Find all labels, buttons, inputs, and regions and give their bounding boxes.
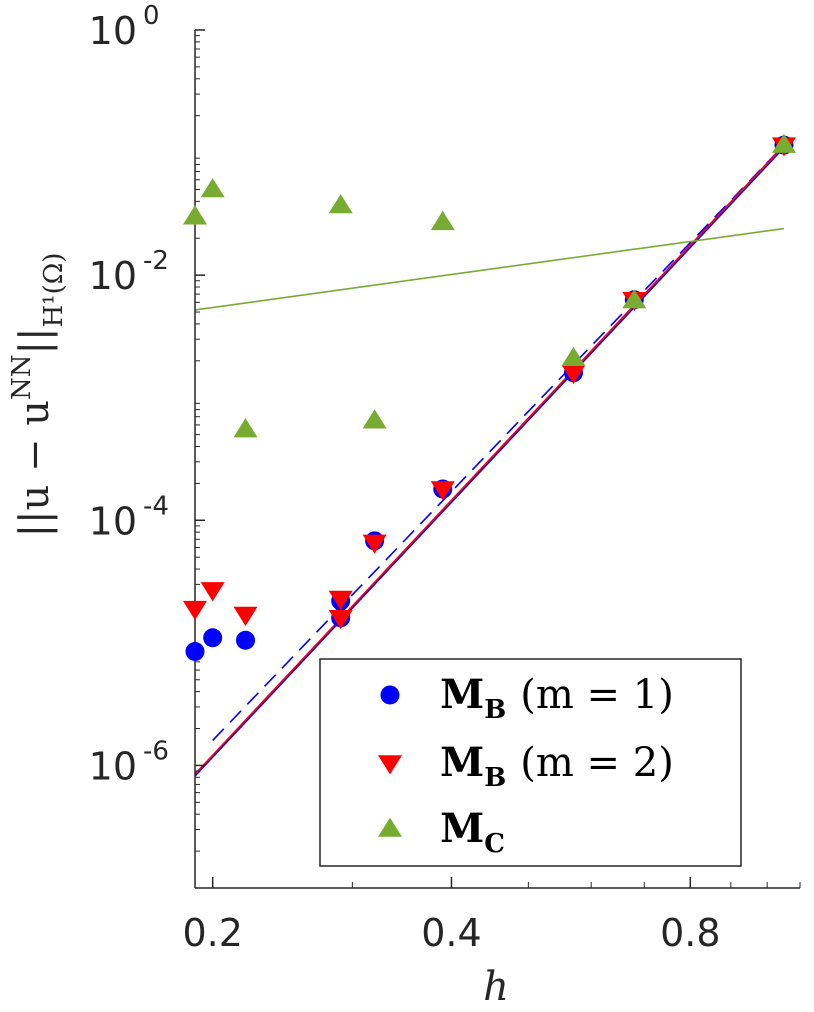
x-axis-label: h: [483, 964, 509, 1010]
legend-marker-1: [380, 685, 400, 705]
legend-label-2: MB (m = 2): [440, 739, 674, 793]
fit-line-3: [194, 227, 785, 311]
data-point-series-3: [328, 194, 353, 214]
data-point-series-3: [362, 409, 387, 429]
x-tick-label: 0.2: [182, 911, 242, 955]
y-tick-exponent: -6: [143, 736, 169, 766]
data-points: [183, 133, 796, 662]
x-tick-label: 0.8: [660, 911, 720, 955]
y-label-u2: u: [12, 400, 58, 426]
data-point-series-1: [203, 628, 223, 648]
y-tick-exponent: -2: [143, 246, 169, 276]
legend-label-1: MB (m = 1): [440, 671, 674, 725]
data-point-series-2: [362, 534, 387, 554]
y-tick-exponent: -4: [143, 491, 169, 521]
y-label-subscript: H¹(Ω): [39, 253, 69, 328]
y-tick-label: 10: [89, 499, 137, 543]
legend: MB (m = 1)MB (m = 2)MC: [319, 658, 742, 867]
fit-line-2: [194, 144, 785, 775]
y-tick-exponent: 0: [143, 1, 160, 31]
legend-label-main: M: [440, 671, 484, 718]
y-tick-label: 10: [89, 9, 137, 53]
y-label-norm-open: ||: [12, 510, 58, 537]
legend-marker-2: [378, 755, 402, 775]
data-point-series-1: [185, 642, 205, 662]
y-tick-label: 10: [89, 744, 137, 788]
fit-line-1: [212, 144, 785, 741]
legend-label-rest: (m = 2): [520, 740, 674, 786]
data-point-series-2: [430, 481, 455, 501]
y-label-nn: NN: [7, 354, 37, 400]
data-point-series-2: [183, 600, 207, 621]
y-label-u: u: [12, 485, 58, 511]
data-point-series-3: [233, 418, 258, 438]
legend-label-rest: (m = 1): [520, 672, 674, 718]
legend-label-sub: B: [484, 695, 506, 725]
data-point-series-3: [200, 178, 225, 198]
axes: 10-610-410-210 00.2 0.4 0.8: [89, 1, 801, 955]
y-label-minus: −: [12, 426, 58, 485]
fit-line-blue-solid: [194, 146, 785, 777]
svg-text:||u − uNN||H¹(Ω): ||u − uNN||H¹(Ω): [7, 253, 69, 538]
x-tick-label: 0.4: [421, 911, 481, 955]
data-point-series-3: [622, 289, 647, 309]
legend-label-main: M: [440, 739, 484, 786]
legend-label-sub: B: [484, 763, 506, 793]
data-point-series-2: [200, 582, 225, 602]
legend-label-3: MC: [440, 805, 505, 859]
data-point-series-2: [328, 610, 353, 630]
data-point-series-3: [183, 205, 207, 225]
y-label-norm-close: ||: [12, 328, 58, 355]
legend-label-sub: C: [484, 829, 505, 859]
data-point-series-3: [561, 346, 586, 367]
data-point-series-2: [233, 606, 258, 627]
data-point-series-2: [561, 364, 586, 385]
data-point-series-3: [430, 210, 455, 231]
y-tick-label: 10: [89, 254, 137, 298]
data-point-series-2: [328, 590, 353, 610]
legend-marker-3: [378, 817, 402, 837]
y-axis-label: ||u − uNN||H¹(Ω): [7, 253, 69, 538]
data-point-series-3: [771, 133, 796, 153]
data-point-series-1: [236, 630, 256, 650]
fit-lines: [194, 144, 785, 777]
legend-label-main: M: [440, 805, 484, 852]
